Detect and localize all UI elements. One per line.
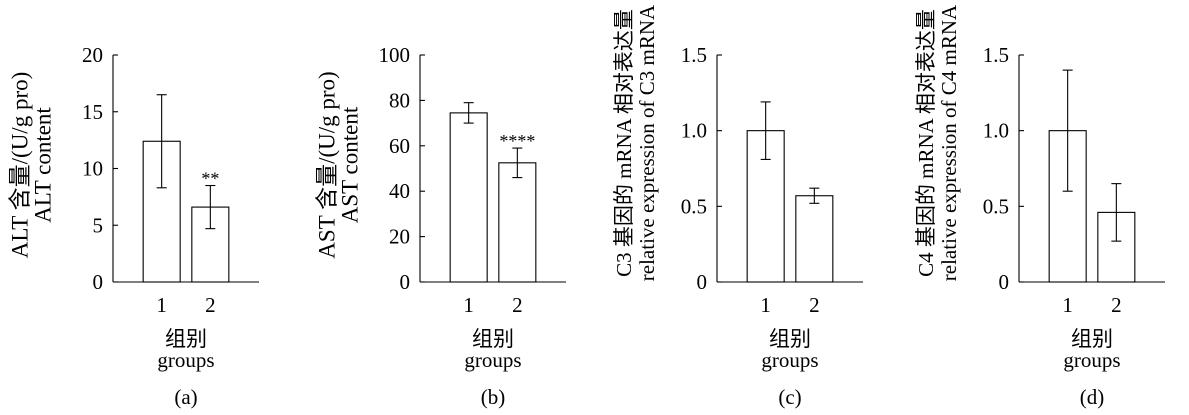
significance-marker: **** [499, 131, 535, 151]
significance-marker: ** [201, 169, 219, 189]
y-tick-label: 1.5 [983, 43, 1009, 67]
y-tick-label: 100 [379, 43, 411, 67]
x-axis-label-en: groups [464, 348, 521, 372]
y-tick-label: 10 [82, 157, 103, 181]
x-axis-label-zh: 组别 [1071, 327, 1113, 351]
bar-group-1 [449, 112, 488, 283]
y-tick-label: 40 [389, 179, 410, 203]
y-tick-label: 0 [697, 270, 708, 294]
y-tick-label: 20 [389, 225, 410, 249]
y-tick-label: 0 [93, 270, 104, 294]
panel-caption: (c) [778, 385, 801, 409]
y-tick-label: 0.5 [681, 194, 707, 218]
y-axis-label-en: relative expression of C3 mRNA [635, 4, 659, 281]
y-axis-label-zh: AST 含量/(U/g pro) [315, 71, 340, 258]
y-axis-label-en: ALT content [31, 107, 56, 223]
x-axis-label-en: groups [761, 348, 818, 372]
y-tick-label: 0 [400, 270, 411, 294]
y-tick-label: 0.5 [983, 194, 1009, 218]
y-axis-label-zh: C4 基因的 mRNA 相对表达量 [914, 9, 938, 277]
y-tick-label: 5 [93, 213, 104, 237]
x-tick-label: 2 [512, 293, 523, 317]
bar-group-2 [498, 162, 537, 283]
panel-caption: (b) [481, 385, 506, 409]
y-tick-label: 60 [389, 134, 410, 158]
y-axis-label-en: AST content [338, 106, 363, 223]
y-axis-label-zh: C3 基因的 mRNA 相对表达量 [612, 9, 636, 277]
y-tick-label: 80 [389, 88, 410, 112]
x-tick-label: 2 [809, 293, 820, 317]
y-tick-label: 1.0 [681, 119, 707, 143]
y-tick-label: 0 [999, 270, 1010, 294]
x-tick-label: 1 [760, 293, 771, 317]
y-tick-label: 1.0 [983, 119, 1009, 143]
x-axis-label-zh: 组别 [165, 327, 207, 351]
y-tick-label: 1.5 [681, 43, 707, 67]
x-axis-label-zh: 组别 [769, 327, 811, 351]
x-tick-label: 2 [205, 293, 216, 317]
panel-caption: (d) [1080, 385, 1105, 409]
x-tick-label: 1 [463, 293, 474, 317]
x-tick-label: 1 [1062, 293, 1073, 317]
y-axis-label-en: relative expression of C4 mRNA [937, 4, 961, 281]
y-tick-label: 15 [82, 100, 103, 124]
x-axis-label-en: groups [1063, 348, 1120, 372]
x-axis-label-zh: 组别 [472, 327, 514, 351]
x-tick-label: 2 [1111, 293, 1122, 317]
bar-group-2 [795, 195, 834, 283]
y-tick-label: 20 [82, 43, 103, 67]
x-tick-label: 1 [156, 293, 167, 317]
panel-caption: (a) [174, 385, 197, 409]
x-axis-label-en: groups [157, 348, 214, 372]
y-axis-label-zh: ALT 含量/(U/g pro) [8, 72, 33, 259]
